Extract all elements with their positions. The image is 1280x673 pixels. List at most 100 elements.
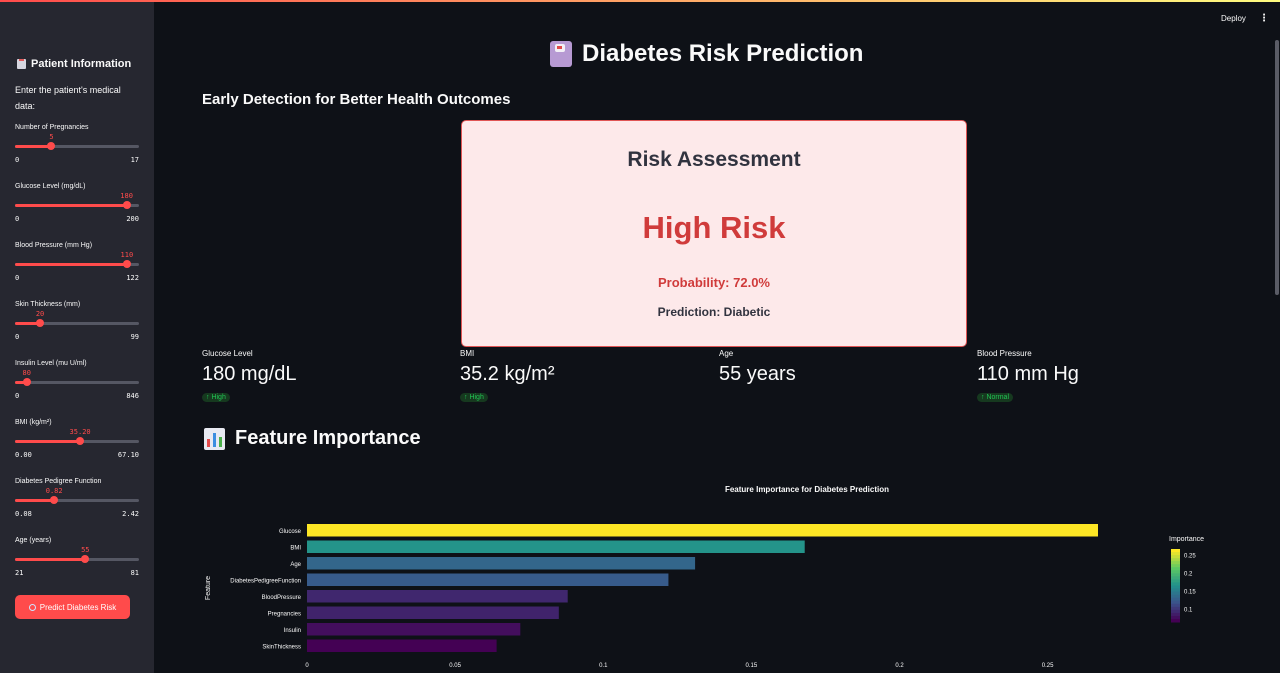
x-tick-label: 0.15 [746, 663, 758, 669]
slider[interactable]: BMI (kg/m²) 35.20 0.00 67.10 [15, 419, 139, 471]
slider-track[interactable] [15, 260, 139, 268]
slider-max: 99 [130, 333, 139, 341]
colorbar-segment [1171, 585, 1180, 590]
colorbar-segment [1171, 609, 1180, 614]
colorbar-segment [1171, 600, 1180, 605]
kebab-icon[interactable]: ⋮ [1259, 13, 1269, 24]
top-decoration-bar [0, 0, 1280, 2]
metric-glucose: Glucose Level 180 mg/dL ↑ High [202, 349, 442, 404]
slider-track[interactable] [15, 319, 139, 327]
slider-value: 180 [120, 192, 133, 200]
metric-bmi: BMI 35.2 kg/m² ↑ High [460, 349, 700, 404]
slider-track[interactable] [15, 437, 139, 445]
slider-min: 0 [15, 333, 20, 341]
metric-delta-badge: ↑ High [202, 393, 230, 402]
metric-label: BMI [460, 349, 475, 358]
slider-track[interactable] [15, 142, 139, 150]
metric-delta-badge: ↑ Normal [977, 393, 1014, 402]
magnifier-icon [28, 603, 36, 611]
colorbar-tick: 0.2 [1184, 572, 1193, 578]
risk-prediction: Prediction: Diabetic [657, 305, 771, 319]
slider[interactable]: Blood Pressure (mm Hg) 110 0 122 [15, 242, 139, 294]
colorbar-segment [1171, 570, 1180, 574]
colorbar-segment [1171, 612, 1180, 617]
slider-fill [15, 440, 81, 443]
colorbar-segment [1171, 618, 1180, 623]
sidebar-intro: Enter the patient's medical data: [15, 85, 121, 111]
page-subtitle: Early Detection for Better Health Outcom… [202, 91, 511, 108]
slider-min: 0 [15, 274, 20, 282]
feature-importance-title: Feature Importance [235, 427, 421, 449]
slider-fill [15, 381, 27, 384]
colorbar-segment [1171, 615, 1180, 620]
slider-min: 0 [15, 392, 20, 400]
slider[interactable]: Glucose Level (mg/dL) 180 0 200 [15, 183, 139, 235]
slider-handle[interactable] [122, 260, 131, 268]
deploy-button[interactable]: Deploy [1221, 14, 1246, 23]
metric-value: 180 mg/dL [202, 363, 297, 385]
risk-level: High Risk [642, 210, 786, 245]
slider-label: Insulin Level (mu U/ml) [15, 360, 87, 367]
slider-track[interactable] [15, 496, 139, 504]
slider-value: 35.20 [69, 428, 91, 436]
slider-value: 5 [49, 133, 54, 141]
slider-min: 0 [15, 156, 20, 164]
slider-label: Glucose Level (mg/dL) [15, 183, 86, 190]
slider-label: Diabetes Pedigree Function [15, 478, 102, 485]
slider-handle[interactable] [122, 201, 131, 209]
clipboard-icon [17, 59, 26, 69]
metric-value: 55 years [719, 363, 796, 385]
risk-probability: Probability: 72.0% [658, 275, 770, 290]
y-tick-label: Glucose [279, 529, 302, 535]
slider[interactable]: Age (years) 55 21 81 [15, 537, 139, 589]
slider-fill [15, 322, 41, 325]
slider-fill [15, 263, 127, 266]
slider-handle[interactable] [76, 437, 85, 445]
colorbar-segment [1171, 603, 1180, 608]
bar-age [307, 557, 696, 570]
scrollbar[interactable] [1275, 40, 1279, 295]
x-tick-label: 0.05 [449, 663, 461, 669]
predict-button[interactable]: Predict Diabetes Risk [15, 595, 130, 619]
x-tick-label: 0.25 [1042, 663, 1054, 669]
slider-handle[interactable] [47, 142, 56, 150]
feature-importance-heading: Feature Importance [204, 427, 421, 450]
slider-handle[interactable] [50, 496, 59, 504]
page-title: Diabetes Risk Prediction [550, 40, 863, 68]
slider-track[interactable] [15, 201, 139, 209]
slider-track[interactable] [15, 378, 139, 386]
sidebar: Patient Information Enter the patient's … [0, 2, 154, 673]
slider-fill [15, 499, 55, 502]
colorbar-title: Importance [1169, 536, 1204, 543]
slider-handle[interactable] [22, 378, 31, 386]
slider-label: Blood Pressure (mm Hg) [15, 242, 93, 249]
slider-track[interactable] [15, 555, 139, 563]
bar-bloodpressure [307, 590, 568, 603]
colorbar-segment [1171, 549, 1180, 553]
risk-card-heading: Risk Assessment [627, 148, 801, 171]
metric-label: Blood Pressure [977, 349, 1032, 358]
slider[interactable]: Number of Pregnancies 5 0 17 [15, 124, 139, 176]
y-tick-label: BMI [290, 545, 301, 551]
slider-max: 2.42 [122, 510, 139, 518]
colorbar-segment [1171, 573, 1180, 577]
slider-min: 0.00 [15, 451, 32, 459]
slider-handle[interactable] [81, 555, 90, 563]
x-tick-label: 0 [305, 663, 309, 669]
slider[interactable]: Insulin Level (mu U/ml) 80 0 846 [15, 360, 139, 412]
colorbar-segment [1171, 561, 1180, 565]
slider-max: 17 [130, 156, 139, 164]
slider[interactable]: Diabetes Pedigree Function 0.82 0.08 2.42 [15, 478, 139, 530]
feature-importance-chart: Feature Importance for Diabetes Predicti… [205, 485, 1204, 669]
slider-handle[interactable] [36, 319, 45, 327]
x-tick-label: 0.2 [895, 663, 904, 669]
predict-button-label: Predict Diabetes Risk [39, 602, 117, 612]
colorbar-segment [1171, 567, 1180, 571]
slider-value: 80 [22, 369, 31, 377]
slider[interactable]: Skin Thickness (mm) 20 0 99 [15, 301, 139, 353]
bar-bmi [307, 540, 805, 553]
bar-insulin [307, 623, 521, 636]
y-tick-label: BloodPressure [262, 595, 302, 601]
slider-fill [15, 204, 127, 207]
sidebar-title-text: Patient Information [31, 58, 132, 70]
